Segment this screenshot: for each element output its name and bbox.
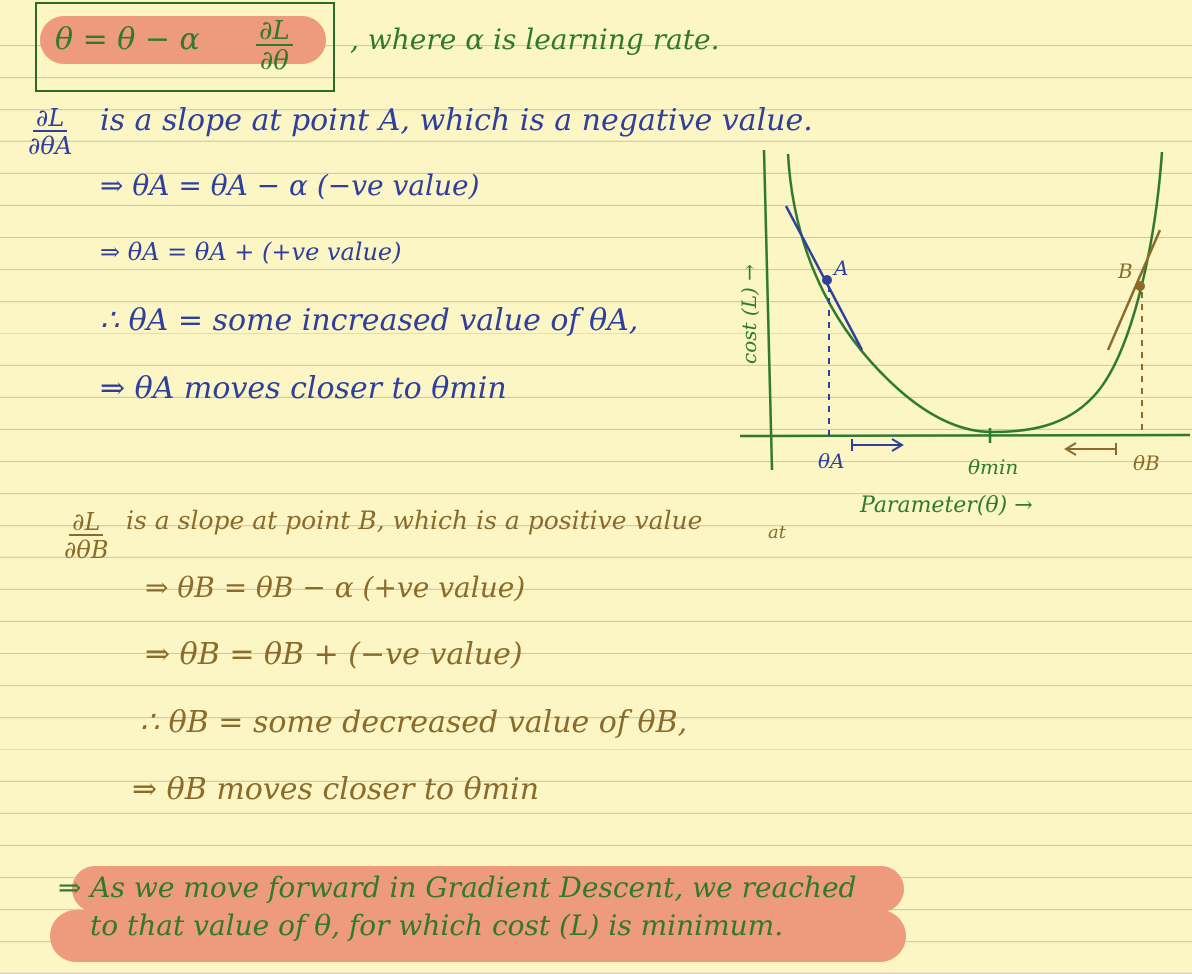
b-step-3: ∴ θB = some decreased value of θB, (140, 705, 688, 740)
formula-highlight (40, 16, 326, 64)
tick-label-b: θB (1133, 451, 1160, 475)
tick-label-a: θA (818, 449, 844, 473)
conclusion-highlight-1 (72, 866, 904, 912)
arrow-b-left (1064, 442, 1117, 456)
conclusion-line-2: to that value of θ, for which cost (L) i… (90, 909, 784, 942)
b-step-1: ⇒ θB = θB − α (+ve value) (145, 571, 526, 604)
point-a-marker (822, 275, 832, 285)
point-b-marker (1135, 281, 1145, 291)
a-step-1: ⇒ θA = θA − α (−ve value) (100, 169, 480, 202)
partial-numerator: ∂L (256, 18, 293, 46)
b-step-2: ⇒ θB = θB + (−ve value) (145, 637, 523, 672)
conclusion-highlight-2 (50, 910, 906, 962)
slope-a-denominator: ∂θA (28, 132, 73, 160)
a-step-2: ⇒ θA = θA + (+ve value) (100, 238, 402, 266)
tangent-b (1106, 229, 1162, 351)
update-rule-partial: ∂L ∂θ (256, 18, 293, 74)
x-axis (739, 433, 1191, 438)
arrow-a-right (851, 438, 904, 452)
tick-label-min: θmin (968, 455, 1018, 479)
slope-a-statement: is a slope at point A, which is a negati… (100, 103, 813, 138)
cost-curve-graph: A B θA θmin θB Parameter(θ) → cost (L) → (737, 149, 1191, 518)
slope-b-statement: is a slope at point B, which is a positi… (126, 506, 703, 535)
slope-a-numerator: ∂L (32, 106, 68, 132)
learning-rate-note: , where α is learning rate. (350, 23, 720, 56)
slope-b-annotation: at (768, 522, 786, 543)
slope-b-denominator: ∂θB (64, 536, 109, 564)
y-axis-label: cost (L) → (737, 264, 761, 364)
point-a-label: A (832, 256, 848, 280)
a-step-4: ⇒ θA moves closer to θmin (100, 371, 507, 406)
a-step-3: ∴ θA = some increased value of θA, (100, 303, 639, 338)
partial-denominator: ∂θ (259, 46, 289, 76)
formula-box (35, 2, 335, 92)
update-rule-lhs: θ = θ − α (55, 22, 200, 57)
b-step-4: ⇒ θB moves closer to θmin (132, 772, 540, 807)
slope-a-fraction: ∂L ∂θA (28, 106, 72, 158)
point-b-label: B (1117, 259, 1133, 283)
slope-b-fraction: ∂L ∂θB (64, 510, 109, 562)
slope-b-numerator: ∂L (69, 510, 104, 536)
y-axis (762, 149, 774, 471)
conclusion-line-1: ⇒ As we move forward in Gradient Descent… (58, 871, 857, 904)
cost-curve (786, 151, 1164, 434)
x-axis-label: Parameter(θ) → (859, 493, 1033, 518)
